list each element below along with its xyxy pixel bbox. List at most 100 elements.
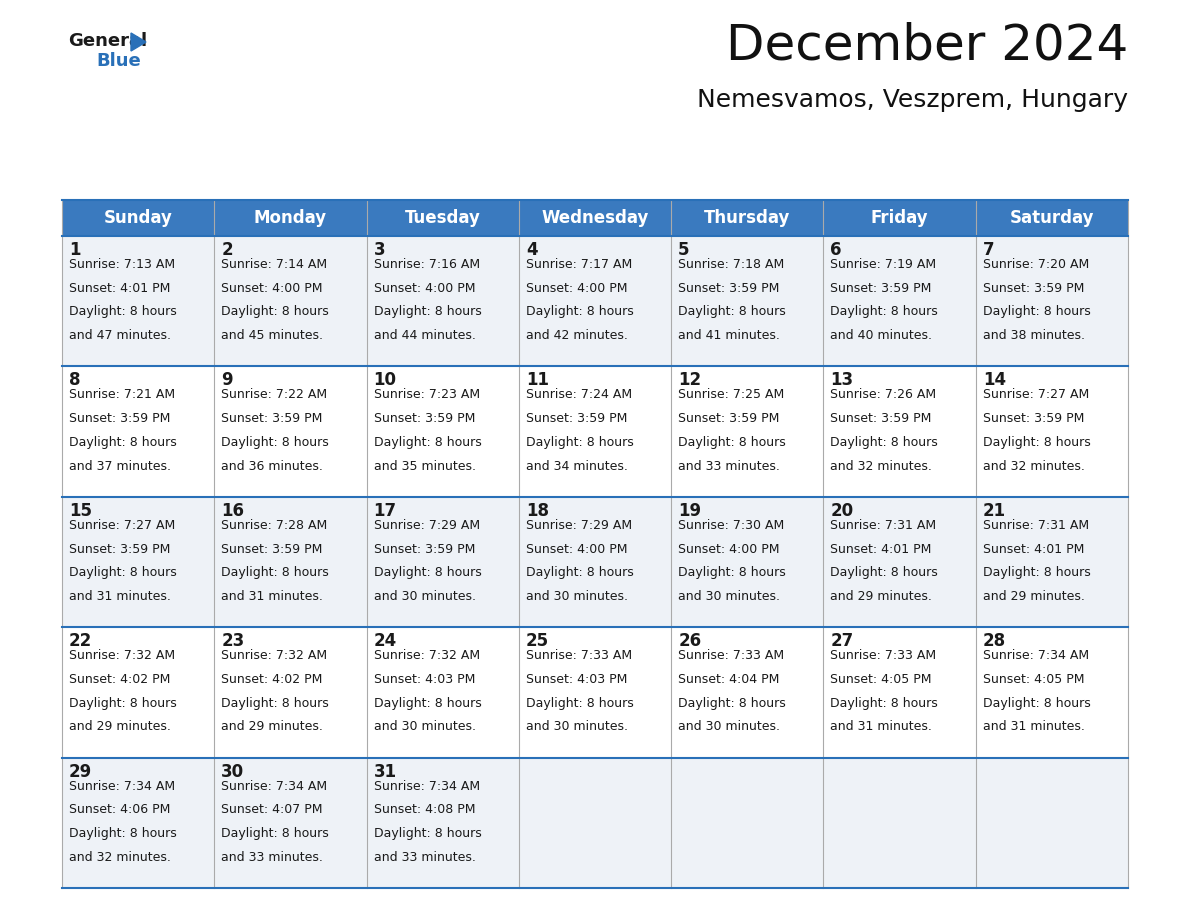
Text: 31: 31 (373, 763, 397, 780)
Text: and 33 minutes.: and 33 minutes. (678, 460, 781, 473)
Text: Sunset: 4:00 PM: Sunset: 4:00 PM (373, 282, 475, 295)
Text: Sunrise: 7:17 AM: Sunrise: 7:17 AM (526, 258, 632, 271)
Text: Sunset: 4:08 PM: Sunset: 4:08 PM (373, 803, 475, 816)
Text: 29: 29 (69, 763, 93, 780)
Text: Sunset: 4:00 PM: Sunset: 4:00 PM (526, 282, 627, 295)
Text: Sunrise: 7:30 AM: Sunrise: 7:30 AM (678, 519, 784, 532)
Text: and 35 minutes.: and 35 minutes. (373, 460, 475, 473)
Text: 20: 20 (830, 502, 853, 520)
Text: Sunset: 3:59 PM: Sunset: 3:59 PM (221, 412, 323, 425)
Text: Sunset: 3:59 PM: Sunset: 3:59 PM (69, 412, 170, 425)
Text: Daylight: 8 hours: Daylight: 8 hours (221, 697, 329, 710)
Text: Sunset: 3:59 PM: Sunset: 3:59 PM (373, 412, 475, 425)
Text: Sunrise: 7:25 AM: Sunrise: 7:25 AM (678, 388, 784, 401)
Text: Sunset: 4:04 PM: Sunset: 4:04 PM (678, 673, 779, 686)
Text: and 36 minutes.: and 36 minutes. (221, 460, 323, 473)
Text: Sunrise: 7:29 AM: Sunrise: 7:29 AM (526, 519, 632, 532)
Text: Daylight: 8 hours: Daylight: 8 hours (373, 436, 481, 449)
Text: Sunset: 3:59 PM: Sunset: 3:59 PM (221, 543, 323, 555)
Text: Daylight: 8 hours: Daylight: 8 hours (678, 306, 786, 319)
Text: 3: 3 (373, 241, 385, 259)
Text: Thursday: Thursday (704, 209, 790, 227)
Text: Sunset: 4:07 PM: Sunset: 4:07 PM (221, 803, 323, 816)
Text: and 32 minutes.: and 32 minutes. (830, 460, 933, 473)
Text: Sunset: 3:59 PM: Sunset: 3:59 PM (830, 412, 931, 425)
Text: Sunrise: 7:31 AM: Sunrise: 7:31 AM (982, 519, 1089, 532)
Text: and 40 minutes.: and 40 minutes. (830, 330, 933, 342)
Text: 21: 21 (982, 502, 1006, 520)
Text: Sunrise: 7:32 AM: Sunrise: 7:32 AM (69, 649, 175, 662)
Text: 25: 25 (526, 633, 549, 650)
Text: Sunrise: 7:32 AM: Sunrise: 7:32 AM (373, 649, 480, 662)
Text: Blue: Blue (96, 52, 140, 70)
Text: Daylight: 8 hours: Daylight: 8 hours (373, 697, 481, 710)
Text: 17: 17 (373, 502, 397, 520)
Text: Sunrise: 7:31 AM: Sunrise: 7:31 AM (830, 519, 936, 532)
Text: 7: 7 (982, 241, 994, 259)
Text: Daylight: 8 hours: Daylight: 8 hours (526, 566, 633, 579)
Bar (62, 236, 1127, 366)
Text: and 41 minutes.: and 41 minutes. (678, 330, 781, 342)
Text: Daylight: 8 hours: Daylight: 8 hours (678, 566, 786, 579)
Text: and 37 minutes.: and 37 minutes. (69, 460, 171, 473)
Text: Sunrise: 7:27 AM: Sunrise: 7:27 AM (982, 388, 1089, 401)
Text: 5: 5 (678, 241, 690, 259)
Text: Sunset: 3:59 PM: Sunset: 3:59 PM (678, 412, 779, 425)
Text: and 30 minutes.: and 30 minutes. (678, 721, 781, 733)
Text: 1: 1 (69, 241, 81, 259)
Text: Sunset: 4:01 PM: Sunset: 4:01 PM (830, 543, 931, 555)
Text: Daylight: 8 hours: Daylight: 8 hours (221, 436, 329, 449)
Text: Sunset: 4:02 PM: Sunset: 4:02 PM (221, 673, 323, 686)
Text: 13: 13 (830, 372, 853, 389)
Text: 2: 2 (221, 241, 233, 259)
Text: Sunrise: 7:34 AM: Sunrise: 7:34 AM (69, 779, 175, 792)
Bar (62, 497, 1127, 627)
Text: Daylight: 8 hours: Daylight: 8 hours (221, 566, 329, 579)
Text: Sunrise: 7:13 AM: Sunrise: 7:13 AM (69, 258, 175, 271)
Text: Monday: Monday (254, 209, 327, 227)
Text: Sunrise: 7:23 AM: Sunrise: 7:23 AM (373, 388, 480, 401)
Text: 30: 30 (221, 763, 245, 780)
Text: 4: 4 (526, 241, 537, 259)
Text: 23: 23 (221, 633, 245, 650)
Text: 11: 11 (526, 372, 549, 389)
Text: and 29 minutes.: and 29 minutes. (830, 590, 933, 603)
Text: Sunset: 4:03 PM: Sunset: 4:03 PM (373, 673, 475, 686)
Text: Sunset: 3:59 PM: Sunset: 3:59 PM (678, 282, 779, 295)
Text: 19: 19 (678, 502, 701, 520)
Text: Daylight: 8 hours: Daylight: 8 hours (982, 436, 1091, 449)
Text: Daylight: 8 hours: Daylight: 8 hours (69, 436, 177, 449)
Text: Sunrise: 7:32 AM: Sunrise: 7:32 AM (221, 649, 328, 662)
Text: 26: 26 (678, 633, 701, 650)
Text: Sunrise: 7:33 AM: Sunrise: 7:33 AM (526, 649, 632, 662)
Text: Daylight: 8 hours: Daylight: 8 hours (69, 697, 177, 710)
Text: Daylight: 8 hours: Daylight: 8 hours (982, 566, 1091, 579)
Text: Daylight: 8 hours: Daylight: 8 hours (830, 566, 939, 579)
Text: Sunrise: 7:34 AM: Sunrise: 7:34 AM (221, 779, 328, 792)
Text: Sunset: 3:59 PM: Sunset: 3:59 PM (830, 282, 931, 295)
Text: and 45 minutes.: and 45 minutes. (221, 330, 323, 342)
Text: Sunset: 4:06 PM: Sunset: 4:06 PM (69, 803, 170, 816)
Text: Sunrise: 7:33 AM: Sunrise: 7:33 AM (830, 649, 936, 662)
Text: and 31 minutes.: and 31 minutes. (221, 590, 323, 603)
Text: and 30 minutes.: and 30 minutes. (526, 721, 627, 733)
Bar (62, 200, 1127, 236)
Text: Sunrise: 7:22 AM: Sunrise: 7:22 AM (221, 388, 328, 401)
Text: Sunset: 4:01 PM: Sunset: 4:01 PM (982, 543, 1085, 555)
Text: Sunset: 3:59 PM: Sunset: 3:59 PM (982, 282, 1085, 295)
Text: Sunrise: 7:16 AM: Sunrise: 7:16 AM (373, 258, 480, 271)
Text: Sunset: 4:02 PM: Sunset: 4:02 PM (69, 673, 170, 686)
Text: and 33 minutes.: and 33 minutes. (221, 851, 323, 864)
Text: 10: 10 (373, 372, 397, 389)
Text: Sunset: 3:59 PM: Sunset: 3:59 PM (982, 412, 1085, 425)
Text: 14: 14 (982, 372, 1006, 389)
Text: Daylight: 8 hours: Daylight: 8 hours (221, 306, 329, 319)
Bar (62, 366, 1127, 497)
Text: Daylight: 8 hours: Daylight: 8 hours (678, 697, 786, 710)
Text: Daylight: 8 hours: Daylight: 8 hours (526, 306, 633, 319)
Text: and 34 minutes.: and 34 minutes. (526, 460, 627, 473)
Text: and 30 minutes.: and 30 minutes. (373, 590, 475, 603)
Bar (62, 627, 1127, 757)
Text: 6: 6 (830, 241, 842, 259)
Text: and 44 minutes.: and 44 minutes. (373, 330, 475, 342)
